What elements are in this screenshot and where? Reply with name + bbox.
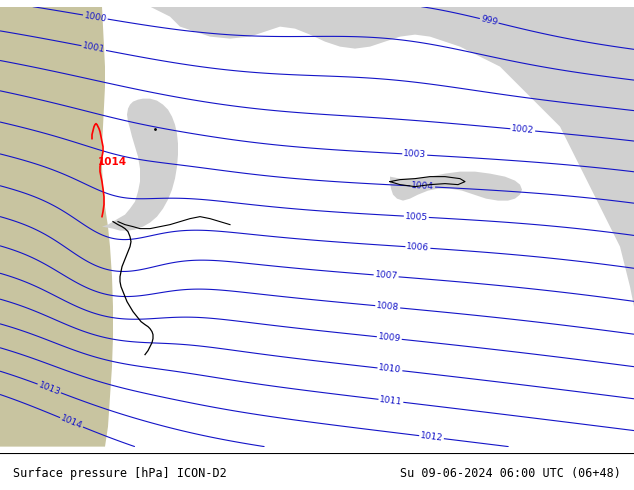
Text: 1006: 1006 [406, 242, 430, 253]
Text: 1010: 1010 [378, 364, 402, 375]
Text: 1009: 1009 [377, 332, 401, 344]
Text: Surface pressure [hPa] ICON-D2: Surface pressure [hPa] ICON-D2 [13, 467, 226, 480]
Polygon shape [102, 98, 178, 231]
Text: 1007: 1007 [374, 270, 398, 281]
Text: 1012: 1012 [420, 431, 443, 443]
Text: 1011: 1011 [379, 395, 403, 407]
Text: 1014: 1014 [59, 414, 84, 431]
Text: 1000: 1000 [83, 11, 107, 24]
Text: 1001: 1001 [82, 42, 106, 55]
Text: 1002: 1002 [511, 124, 534, 135]
Text: Su 09-06-2024 06:00 UTC (06+48): Su 09-06-2024 06:00 UTC (06+48) [401, 467, 621, 480]
Polygon shape [390, 172, 522, 200]
Text: 1004: 1004 [411, 181, 434, 192]
Text: 1013: 1013 [37, 380, 61, 397]
Text: 1003: 1003 [403, 149, 427, 160]
Text: 999: 999 [480, 14, 499, 27]
Polygon shape [105, 7, 634, 307]
Polygon shape [0, 7, 113, 446]
Text: 1014: 1014 [98, 157, 127, 167]
Text: 1008: 1008 [376, 301, 399, 313]
Text: 1005: 1005 [404, 212, 428, 222]
